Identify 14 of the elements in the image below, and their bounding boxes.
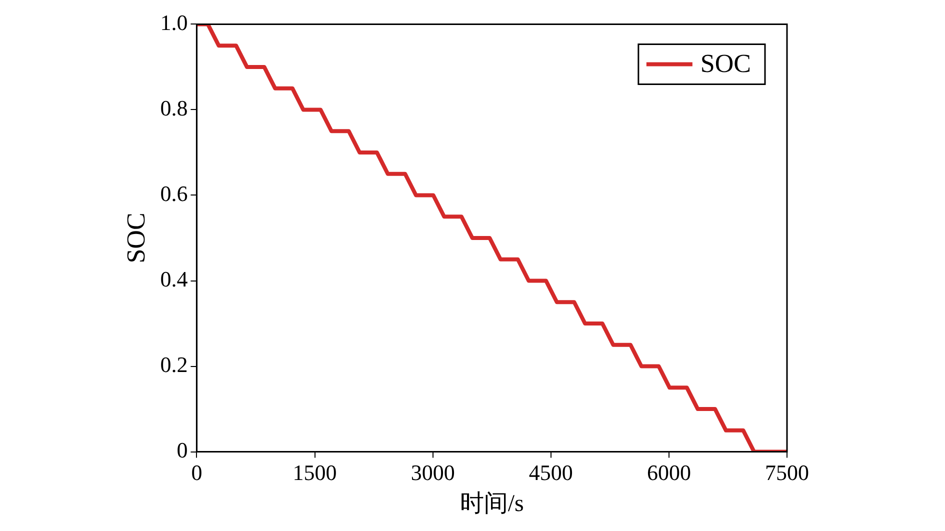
y-tick-label: 0 [176, 438, 188, 463]
y-tick-label: 1.0 [160, 10, 188, 35]
x-tick-label: 4500 [528, 460, 573, 485]
y-tick-label: 0.8 [160, 96, 188, 120]
y-tick-label: 0.2 [160, 352, 188, 378]
legend-label: SOC [700, 49, 751, 78]
y-tick-label: 0.4 [160, 266, 188, 292]
x-tick-label: 3000 [410, 460, 455, 485]
x-axis-title: 时间/s [460, 490, 524, 517]
x-tick-label: 7500 [765, 460, 809, 485]
x-tick-label: 6000 [646, 460, 691, 485]
x-tick-label: 1500 [292, 460, 337, 485]
y-tick-label: 0.6 [160, 181, 188, 206]
y-axis-title: SOC [121, 212, 150, 264]
